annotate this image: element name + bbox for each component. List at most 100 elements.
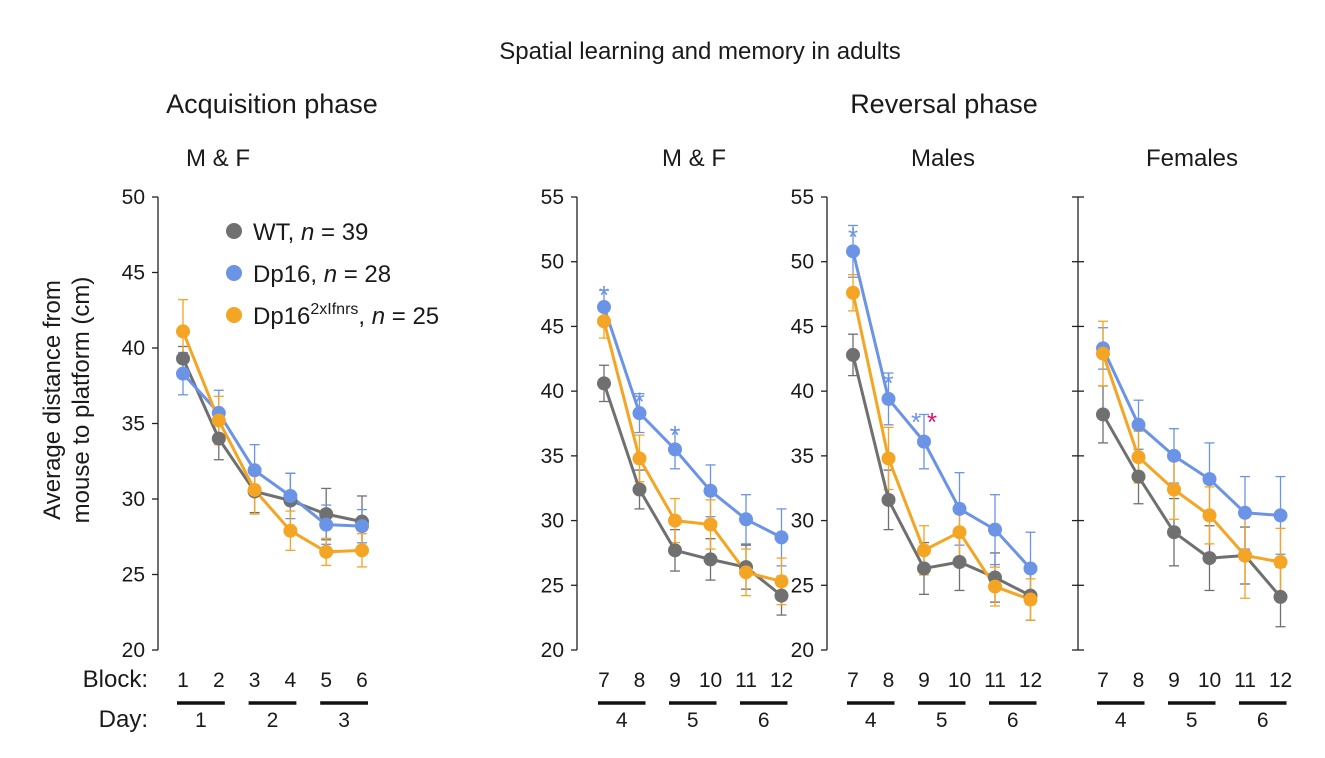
data-point [632,482,647,497]
day-label: 6 [1007,709,1019,732]
data-point [917,543,931,558]
data-point [1167,525,1181,540]
y-axis-label: Average distance from mouse to platform … [39,277,95,524]
data-point [846,285,860,300]
y-tick-label: 45 [541,315,564,338]
y-axis: 20 25 30 35 40 45 50 55 [541,186,578,662]
acquisition-phase-title: Acquisition phase [166,89,378,119]
block-tick-label: 7 [1097,669,1109,692]
data-point [1273,554,1288,569]
data-point [1131,450,1146,465]
data-point [952,554,967,569]
data-point [176,366,190,381]
significance-star: * [848,222,858,252]
data-point [1131,469,1146,484]
y-tick-label: 25 [791,574,814,597]
panel-title: M & F [186,145,250,172]
block-tick-label: 12 [1269,669,1292,692]
day-label: 4 [1115,709,1127,732]
y-tick-label: 45 [791,315,814,338]
panel-title: Males [911,145,975,172]
data-point [774,574,789,589]
data-point [1202,508,1217,523]
legend: WT, n = 39 Dp16, n = 28 Dp162xIfnrs, n = 2… [226,219,439,330]
data-point [1023,592,1038,607]
data-point [917,434,931,449]
series-line [851,251,1032,570]
block-tick-label: 10 [948,669,971,692]
y-axis-label-line2: mouse to platform (cm) [68,277,95,524]
legend-item: Dp16, n = 28 [226,261,391,288]
block-tick-label: 11 [1234,669,1256,692]
y-tick-label: 35 [122,413,145,436]
block-tick-label: 12 [1019,669,1042,692]
data-point [319,507,334,522]
block-tick-label: 3 [249,669,261,692]
y-tick-label: 30 [122,488,145,511]
data-point [703,517,718,532]
y-tick-label: 55 [541,186,564,209]
series-line [181,357,363,524]
block-tick-label: 8 [883,669,895,692]
block-tick-label: 4 [285,669,297,692]
data-point [846,347,860,362]
data-point [1096,346,1110,361]
day-label: 5 [936,709,948,732]
day-label: 2 [267,709,279,732]
significance-star: * [634,386,644,416]
block-tick-label: 8 [1133,669,1145,692]
y-tick-label: 30 [541,510,564,533]
data-point [247,463,262,478]
data-point [1202,551,1217,566]
y-axis-label-line1: Average distance from [39,280,66,520]
panel-title: Females [1146,145,1238,172]
data-point [703,552,718,567]
day-label: 5 [1186,709,1198,732]
legend-label: WT, n = 39 [253,219,368,246]
block-tick-label: 6 [356,669,368,692]
data-point [211,413,226,428]
day-label: 4 [865,709,877,732]
data-point [952,501,967,516]
day-row-label: Day: [99,706,148,733]
significance-star: * [927,407,937,437]
data-point [668,513,682,528]
data-point [988,579,1002,594]
y-tick-label: 20 [541,639,564,662]
y-axis: 20 25 30 35 40 45 50 55 [791,186,828,662]
data-point [703,483,718,498]
significance-star: * [670,420,680,450]
block-tick-label: 7 [598,669,610,692]
data-point [319,517,334,532]
legend-marker [226,223,242,239]
series-line [851,292,1032,601]
series-line [602,320,782,583]
block-tick-label: 2 [213,669,225,692]
data-point [1273,589,1288,604]
day-label: 4 [616,709,628,732]
data-point [597,314,611,329]
data-point [1167,448,1181,463]
panel-rev-females: Females 7 8 9 10 11 12 4 5 6 [1072,145,1292,732]
y-tick-label: 50 [791,251,814,274]
series-line [181,330,363,554]
y-axis [1072,196,1084,651]
block-tick-label: 10 [699,669,722,692]
series-line [1101,353,1281,564]
data-point [211,431,226,446]
data-point [283,523,298,538]
data-point [1273,508,1288,523]
day-label: 6 [758,709,770,732]
block-tick-label: 9 [918,669,930,692]
legend-item: Dp162xIfnrs, n = 25 [226,301,439,330]
data-point [881,391,896,406]
data-point [283,488,298,503]
significance-star: * [599,280,609,310]
data-point [355,519,369,534]
data-point [319,544,334,559]
data-point [917,561,931,576]
data-point [597,300,611,315]
data-point [668,543,682,558]
block-tick-label: 7 [847,669,859,692]
